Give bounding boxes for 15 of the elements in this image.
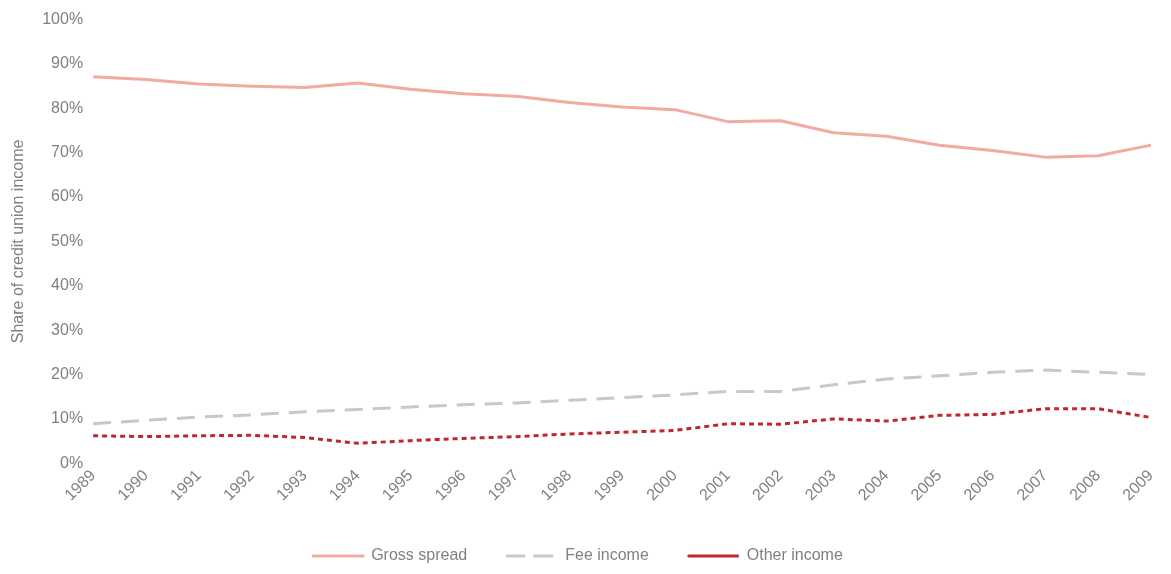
y-tick-label: 70% xyxy=(51,143,84,161)
y-tick-label: 100% xyxy=(42,10,84,28)
y-tick-label: 90% xyxy=(51,54,84,72)
legend-label: Gross spread xyxy=(371,546,468,564)
y-tick-label: 0% xyxy=(60,453,84,471)
y-tick-label: 50% xyxy=(51,231,84,249)
legend-label: Fee income xyxy=(565,546,649,564)
y-tick-label: 80% xyxy=(51,98,84,116)
legend-label: Other income xyxy=(746,546,843,564)
y-axis-title: Share of credit union income xyxy=(9,139,27,344)
y-tick-label: 20% xyxy=(51,364,84,382)
y-tick-label: 40% xyxy=(51,276,84,294)
y-tick-label: 60% xyxy=(51,187,84,205)
y-tick-label: 30% xyxy=(51,320,84,338)
y-tick-label: 10% xyxy=(51,409,84,427)
